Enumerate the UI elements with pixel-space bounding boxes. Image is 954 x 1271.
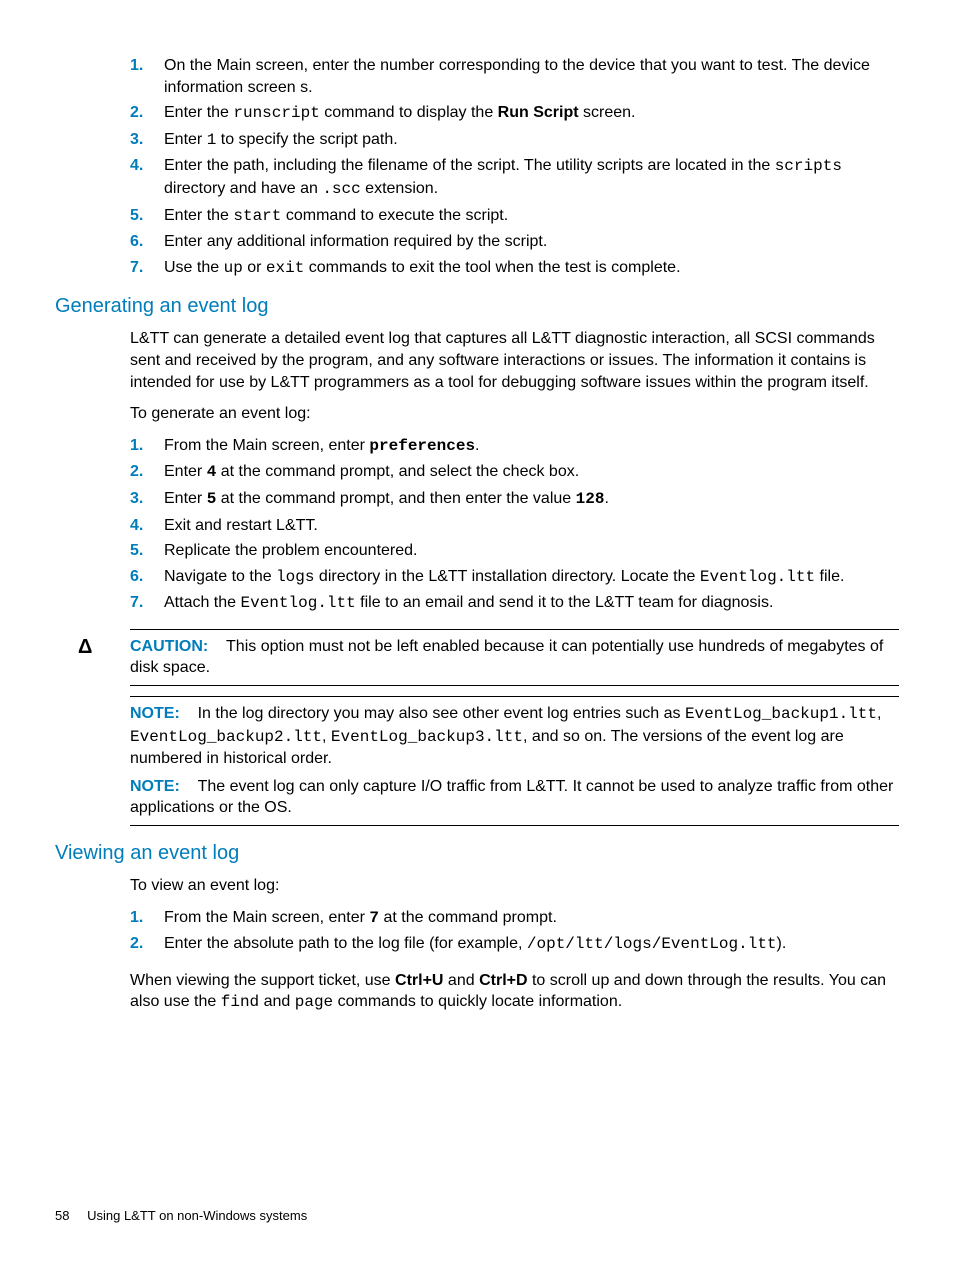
step-text: Enter 1 to specify the script path.	[164, 129, 899, 152]
list-item: 4.Exit and restart L&TT.	[130, 515, 899, 537]
note2-spacer	[184, 778, 197, 795]
step-number: 1.	[130, 55, 164, 98]
heading-generating-event-log: Generating an event log	[55, 293, 899, 320]
list-item: 1.From the Main screen, enter preference…	[130, 435, 899, 458]
caution-label: CAUTION:	[130, 638, 208, 655]
document-page: 1.On the Main screen, enter the number c…	[0, 0, 954, 1271]
step-number: 6.	[130, 231, 164, 253]
caution-body: This option must not be left enabled bec…	[130, 638, 883, 677]
step-number: 5.	[130, 540, 164, 562]
step-number: 7.	[130, 592, 164, 615]
list-item: 7.Attach the Eventlog.ltt file to an ema…	[130, 592, 899, 615]
note2-label: NOTE:	[130, 778, 180, 795]
list-item: 3.Enter 1 to specify the script path.	[130, 129, 899, 152]
step-number: 4.	[130, 155, 164, 200]
note1-text: In the log directory you may also see ot…	[130, 705, 881, 767]
note1-label: NOTE:	[130, 705, 180, 722]
list-item: 6.Enter any additional information requi…	[130, 231, 899, 253]
list-item: 4.Enter the path, including the filename…	[130, 155, 899, 200]
step-text: Navigate to the logs directory in the L&…	[164, 566, 899, 589]
step-text: From the Main screen, enter 7 at the com…	[164, 907, 899, 930]
step-number: 1.	[130, 907, 164, 930]
step-number: 2.	[130, 461, 164, 484]
list-item: 2.Enter the absolute path to the log fil…	[130, 933, 899, 956]
note-block-1: NOTE: In the log directory you may also …	[130, 696, 899, 826]
section1-steps: 1.On the Main screen, enter the number c…	[130, 55, 899, 279]
page-number: 58	[55, 1208, 69, 1223]
step-number: 2.	[130, 933, 164, 956]
section3-lead: To view an event log:	[130, 875, 899, 897]
section3-steps: 1.From the Main screen, enter 7 at the c…	[130, 907, 899, 956]
list-item: 1.From the Main screen, enter 7 at the c…	[130, 907, 899, 930]
list-item: 3.Enter 5 at the command prompt, and the…	[130, 488, 899, 511]
step-number: 7.	[130, 257, 164, 280]
list-item: 5.Replicate the problem encountered.	[130, 540, 899, 562]
heading-viewing-event-log: Viewing an event log	[55, 840, 899, 867]
step-text: Enter the start command to execute the s…	[164, 205, 899, 228]
step-text: Replicate the problem encountered.	[164, 540, 899, 562]
step-text: Use the up or exit commands to exit the …	[164, 257, 899, 280]
step-text: Exit and restart L&TT.	[164, 515, 899, 537]
section2-steps: 1.From the Main screen, enter preference…	[130, 435, 899, 615]
section2-lead: To generate an event log:	[130, 403, 899, 425]
list-item: 2.Enter 4 at the command prompt, and sel…	[130, 461, 899, 484]
step-number: 6.	[130, 566, 164, 589]
step-text: Enter 4 at the command prompt, and selec…	[164, 461, 899, 484]
step-text: Attach the Eventlog.ltt file to an email…	[164, 592, 899, 615]
step-text: Enter the absolute path to the log file …	[164, 933, 899, 956]
list-item: 7.Use the up or exit commands to exit th…	[130, 257, 899, 280]
list-item: 6.Navigate to the logs directory in the …	[130, 566, 899, 589]
step-text: From the Main screen, enter preferences.	[164, 435, 899, 458]
step-text: Enter the runscript command to display t…	[164, 102, 899, 125]
step-text: Enter the path, including the filename o…	[164, 155, 899, 200]
caution-icon: Δ	[78, 634, 92, 661]
step-number: 3.	[130, 488, 164, 511]
step-text: Enter 5 at the command prompt, and then …	[164, 488, 899, 511]
step-text: Enter any additional information require…	[164, 231, 899, 253]
section3-closing: When viewing the support ticket, use Ctr…	[130, 970, 899, 1014]
step-number: 4.	[130, 515, 164, 537]
step-number: 5.	[130, 205, 164, 228]
content-body: 1.On the Main screen, enter the number c…	[130, 55, 899, 1014]
list-item: 1.On the Main screen, enter the number c…	[130, 55, 899, 98]
step-number: 1.	[130, 435, 164, 458]
note1-spacer	[184, 705, 197, 722]
section2-intro: L&TT can generate a detailed event log t…	[130, 328, 899, 393]
note2-text: The event log can only capture I/O traff…	[130, 778, 893, 817]
list-item: 5.Enter the start command to execute the…	[130, 205, 899, 228]
caution-text	[213, 638, 226, 655]
step-text: On the Main screen, enter the number cor…	[164, 55, 899, 98]
page-footer: 58 Using L&TT on non-Windows systems	[55, 1207, 307, 1225]
footer-title: Using L&TT on non-Windows systems	[87, 1208, 307, 1223]
caution-block: Δ CAUTION: This option must not be left …	[130, 629, 899, 686]
step-number: 2.	[130, 102, 164, 125]
list-item: 2.Enter the runscript command to display…	[130, 102, 899, 125]
step-number: 3.	[130, 129, 164, 152]
